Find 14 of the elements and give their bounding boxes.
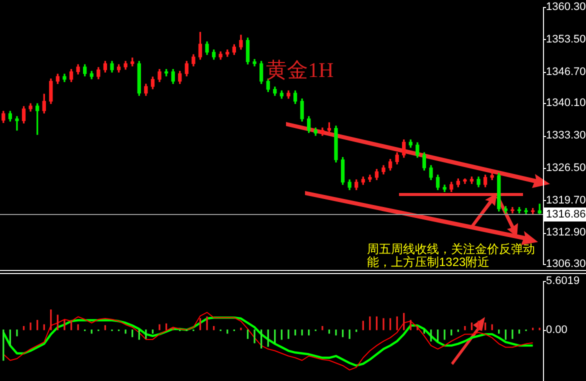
y-tick-label: 1346.70 [546, 66, 586, 78]
y-tick-label: 1340.10 [546, 97, 586, 110]
y-tick-label: 1326.50 [546, 162, 586, 174]
y-tick-label: 1353.50 [546, 33, 586, 46]
y-tick-label: 1319.70 [546, 194, 586, 206]
annotation: 周五周线收线，关注金价反弹动能，上方压制1323附近 [367, 242, 536, 269]
y-tick-label: 1333.30 [546, 130, 586, 142]
y-tick-label: 0.00 [546, 324, 568, 336]
text: 黄金1H [266, 57, 334, 84]
y-tick-label: 1312.90 [546, 226, 586, 239]
ref-line-label: 1316.86 [546, 208, 586, 221]
y-tick-label: 1306.30 [546, 258, 586, 270]
y-tick-label: 5.6019 [546, 275, 580, 288]
y-tick-label: 1360.30 [546, 1, 586, 14]
